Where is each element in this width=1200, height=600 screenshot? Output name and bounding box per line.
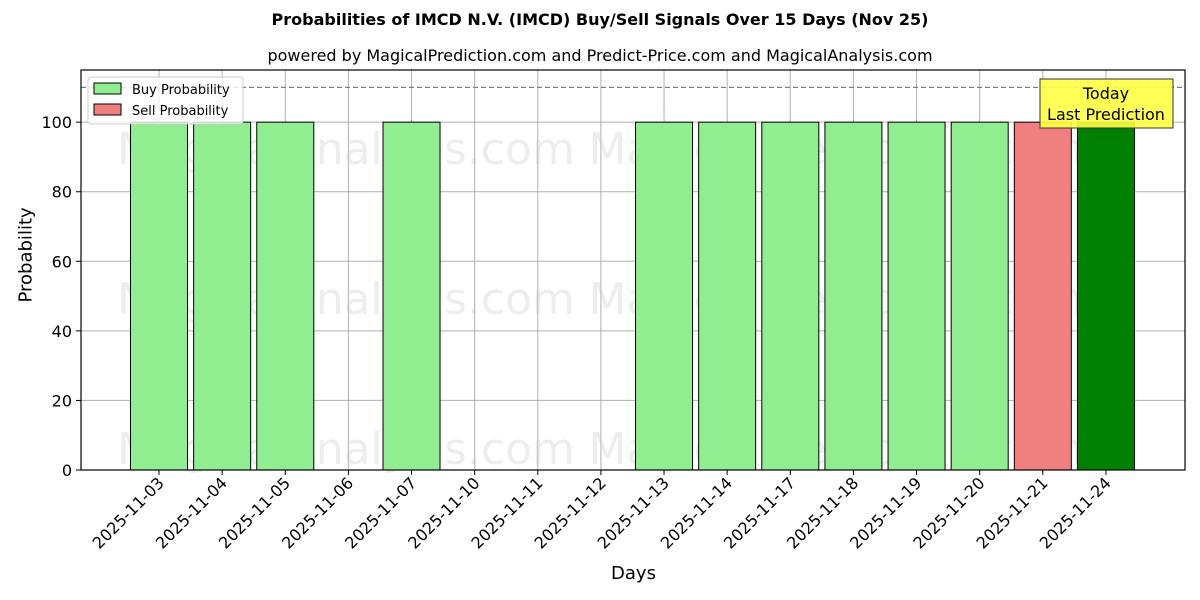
today-annotation-line1: Today bbox=[1082, 84, 1129, 103]
y-tick-label: 0 bbox=[62, 461, 72, 480]
today-annotation-line2: Last Prediction bbox=[1047, 105, 1165, 124]
legend-box bbox=[87, 76, 244, 125]
legend-sell-swatch bbox=[93, 103, 122, 116]
y-axis-label: Probability bbox=[15, 207, 37, 303]
today-bar bbox=[1076, 121, 1135, 471]
y-tick-label: 40 bbox=[52, 322, 72, 341]
buy-bar bbox=[635, 121, 694, 471]
y-tick-label: 100 bbox=[41, 113, 72, 132]
y-tick-label: 20 bbox=[52, 391, 72, 410]
plot-frame bbox=[80, 69, 1186, 471]
x-axis-label: Days bbox=[611, 563, 656, 584]
chart-title: Probabilities of IMCD N.V. (IMCD) Buy/Se… bbox=[271, 10, 929, 29]
legend-buy-swatch bbox=[93, 82, 122, 95]
buy-bar bbox=[193, 121, 252, 471]
legend-sell-label: Sell Probability bbox=[132, 104, 229, 119]
sell-bar bbox=[1013, 121, 1072, 471]
buy-bar bbox=[130, 121, 188, 471]
buy-bar bbox=[887, 121, 946, 471]
today-annotation-box bbox=[1039, 78, 1174, 129]
y-tick-label: 60 bbox=[52, 252, 72, 271]
buy-bar bbox=[950, 121, 1009, 471]
buy-bar bbox=[382, 121, 441, 471]
legend-buy-label: Buy Probability bbox=[132, 83, 230, 98]
y-tick-label: 80 bbox=[52, 183, 72, 202]
buy-bar bbox=[256, 121, 315, 471]
buy-bar bbox=[824, 121, 883, 471]
buy-bar bbox=[698, 121, 757, 471]
buy-bar bbox=[761, 121, 820, 471]
chart-subtitle: powered by MagicalPrediction.com and Pre… bbox=[267, 46, 933, 65]
